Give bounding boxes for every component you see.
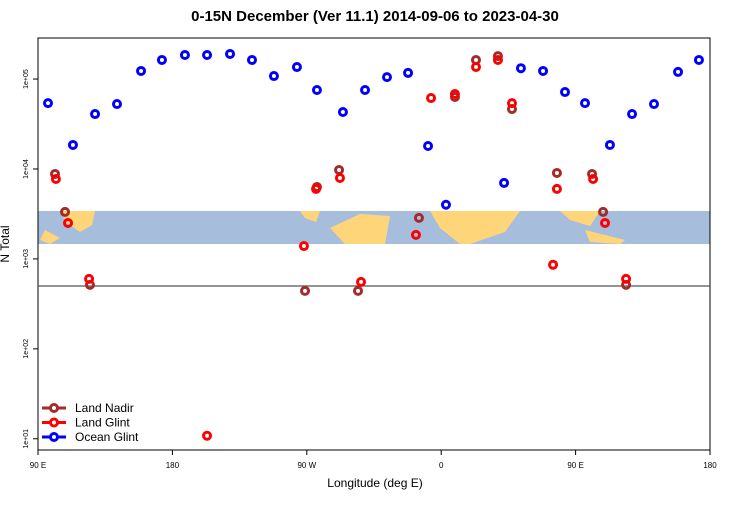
point [90,109,101,120]
point [202,50,213,61]
point [84,273,95,284]
point [67,139,78,150]
point [580,98,591,109]
point [673,66,684,77]
point [360,85,371,96]
point [225,48,236,59]
point [291,62,302,73]
x-tick-label: 90 E [567,461,583,470]
point [492,51,503,62]
x-tick-label: 90 E [30,461,46,470]
point [604,139,615,150]
y-tick-label: 1e+05 [23,69,30,89]
point [381,72,392,83]
point [587,168,598,179]
point [693,54,704,65]
point [548,259,559,270]
point [598,206,609,217]
point [551,183,562,194]
y-tick-label: 1e+04 [23,159,30,179]
point [423,141,434,152]
point [515,63,526,74]
x-tick-label: 0 [439,461,444,470]
point [111,99,122,110]
point [356,276,367,287]
x-tick-label: 180 [166,461,180,470]
point [43,98,54,109]
point [506,98,517,109]
point [156,54,167,65]
point [202,430,213,441]
point [136,65,147,76]
point [426,93,437,104]
point [311,85,322,96]
chart-title: 0-15N December (Ver 11.1) 2014-09-06 to … [191,8,559,25]
x-axis-label: Longitude (deg E) [327,476,422,490]
point [440,199,451,210]
point [298,241,309,252]
point [50,168,61,179]
point [410,229,421,240]
point [334,164,345,175]
point [63,217,74,228]
x-tick-label: 90 W [297,461,316,470]
point [538,65,549,76]
point [600,217,611,228]
legend-swatch [49,432,59,442]
point [300,285,311,296]
y-tick-label: 1e+02 [23,339,30,359]
point [492,54,503,65]
point [268,71,279,82]
point [353,285,364,296]
point [621,273,632,284]
legend-label: Land Glint [75,416,130,430]
point [413,212,424,223]
point [551,167,562,178]
legend-swatch [49,403,59,413]
legend-swatch [49,417,59,428]
point [470,62,481,73]
legend-label: Land Nadir [75,401,134,415]
point [588,173,599,184]
legend-label: Ocean Glint [75,430,139,444]
point [337,107,348,118]
map-band [38,211,710,244]
y-tick-label: 1e+01 [23,429,30,449]
point [246,54,257,65]
point [499,177,510,188]
y-tick-label: 1e+03 [23,249,30,269]
point [403,67,414,78]
point [649,99,659,110]
point [627,109,638,120]
point [50,173,61,184]
x-tick-label: 180 [703,461,717,470]
plot-frame [37,37,711,451]
y-axis-label: N Total [0,225,12,262]
point [449,89,460,100]
point [311,183,322,194]
point [60,206,71,217]
point [334,172,345,183]
point [179,50,190,61]
point [559,87,570,98]
